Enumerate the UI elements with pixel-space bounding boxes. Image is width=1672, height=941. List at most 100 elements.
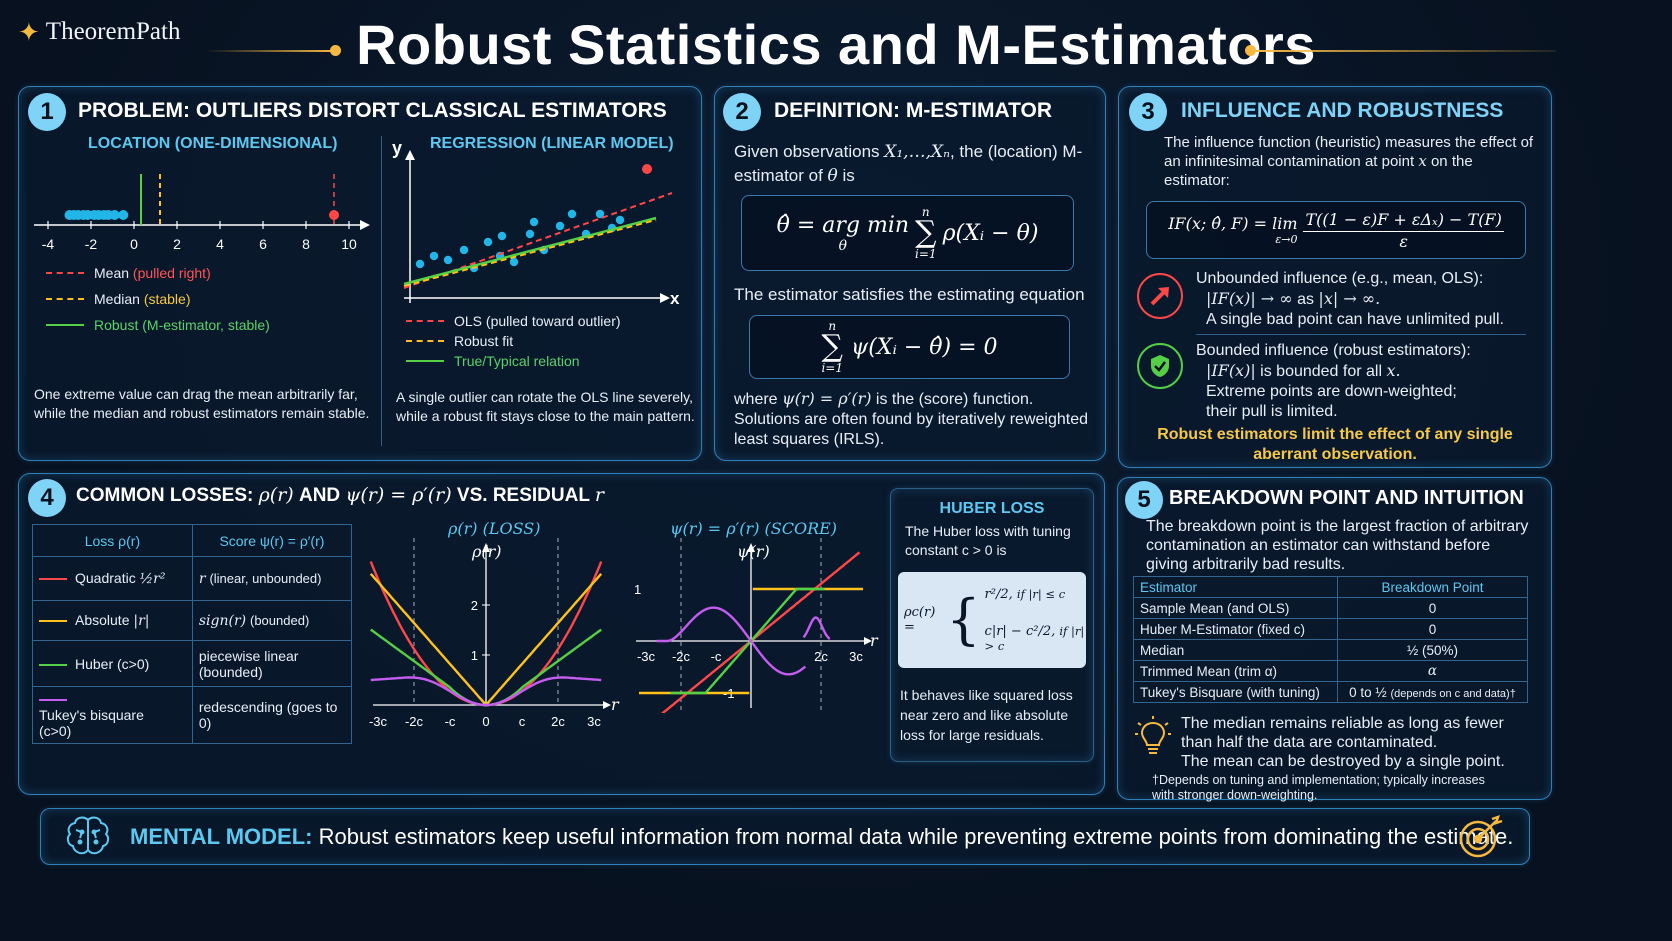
legend-median: Median (stable) <box>46 291 191 307</box>
math: i=1 <box>821 361 843 375</box>
loss-plot: ρ(r) r 1 2 -3c -2c -c 0 c 2c 3c <box>369 538 620 729</box>
loss-y-label: ρ(r) <box>471 542 502 561</box>
text: where <box>734 391 778 408</box>
breakdown-intro: The breakdown point is the largest fract… <box>1146 518 1529 573</box>
estimator-cell: Median <box>1133 639 1338 661</box>
math: T((1 − ε)F + εΔₓ) − T(F) <box>1303 210 1504 232</box>
text: on the estimator: <box>1164 153 1473 189</box>
title-rule-left <box>205 50 335 52</box>
text: Solutions are often found by iteratively… <box>734 411 1088 448</box>
table-row: Tukey's Bisquare (with tuning) 0 to ½ (de… <box>1133 681 1529 703</box>
table-header: Estimator Breakdown Point <box>1133 576 1529 598</box>
text: Quadratic <box>75 570 136 586</box>
text: Unbounded influence <box>1196 270 1348 287</box>
swatch <box>39 620 67 623</box>
fraction: T((1 − ε)F + εΔₓ) − T(F) ε <box>1303 210 1504 251</box>
breakdown-footnote: †Depends on tuning and implementation; t… <box>1152 773 1485 802</box>
r-axis-label: r <box>611 695 620 714</box>
score-plot: ψ(r)r1-1-3c -2c -c 2c 3c <box>634 538 879 713</box>
huber-formula: ρc(r) = { r²/2, if |r| ≤ c c|r| − c²/2, … <box>898 572 1086 668</box>
robust-fit-line <box>403 219 657 287</box>
ols-line <box>403 192 673 289</box>
math: r²/2, <box>984 586 1013 602</box>
text: Absolute <box>75 612 130 628</box>
panel-title: INFLUENCE AND ROBUSTNESS <box>1181 99 1504 122</box>
text: Bounded influence (robust estimators): <box>1196 342 1471 359</box>
header-score: Score ψ(r) = ρ′(r) <box>191 524 353 557</box>
math: |x| → ∞. <box>1318 289 1381 308</box>
swatch <box>39 578 67 581</box>
m-estimator-formula: θ̂ = arg min θ n ∑ i=1 ρ(Xᵢ − θ) <box>741 195 1074 271</box>
limit: IF(x; θ̂, F) = lim ε→0 <box>1168 214 1297 246</box>
data-point <box>529 217 539 227</box>
y-axis-arrow-icon <box>482 543 490 552</box>
x-axis-arrow-icon <box>864 637 872 645</box>
math: |IF(x)| <box>1206 361 1256 380</box>
legend-swatch <box>406 340 444 342</box>
bp-cell: ½ (50%) <box>1336 639 1529 661</box>
huber-intro: The Huber loss with tuning constant c > … <box>905 523 1071 558</box>
axis-tick-label: 1 <box>471 648 478 663</box>
regression-outlier <box>642 164 652 174</box>
math: θ <box>838 237 848 254</box>
header-loss: Loss ρ(r) <box>32 524 193 557</box>
x-axis-arrow-icon <box>603 701 611 709</box>
math: c|r| − c²/2, <box>984 623 1056 639</box>
estimator-cell: Trimmed Mean (trim α) <box>1133 660 1338 682</box>
math: ρ(Xᵢ − θ) <box>942 220 1039 246</box>
text: The median remains reliable as long as f… <box>1181 715 1504 751</box>
math: n <box>828 319 837 333</box>
math: sign(r) <box>198 613 247 629</box>
text: , the (location) M-estimator of <box>734 142 1083 185</box>
divider <box>1196 334 1526 335</box>
legend-robust-fit: Robust fit <box>406 333 513 349</box>
table-row: Huber M-Estimator (fixed c) 0 <box>1133 618 1529 640</box>
axis-tick-label: 1 <box>634 582 641 597</box>
math: n <box>921 205 930 219</box>
data-point <box>509 257 519 267</box>
estimating-equation: n ∑ i=1 ψ(Xᵢ − θ̂) = 0 <box>749 315 1070 379</box>
legend-label: True/Typical relation <box>454 353 580 369</box>
math: X₁,…,Xₙ <box>884 142 950 162</box>
estimator-cell: Sample Mean (and OLS) <box>1133 597 1338 619</box>
text: 0 to ½ <box>1349 684 1387 700</box>
text: (depends on c and data)† <box>1390 687 1516 700</box>
unbounded-arrow-icon <box>1137 273 1183 319</box>
panel-number-badge: 3 <box>1129 93 1167 131</box>
score-cell: r (linear, unbounded) <box>191 556 353 601</box>
axis-tick-label: -2c <box>672 649 691 664</box>
math: ρc(r) = <box>904 605 936 635</box>
table-row: Huber (c>0) piecewise linear (bounded) <box>32 640 353 687</box>
header-estimator: Estimator <box>1133 576 1338 598</box>
score-cell: sign(r) (bounded) <box>191 600 353 641</box>
text: is <box>837 166 855 185</box>
influence-function-formula: IF(x; θ̂, F) = lim ε→0 T((1 − ε)F + εΔₓ)… <box>1146 201 1526 259</box>
math: |IF(x)| → ∞ <box>1206 289 1293 308</box>
text: is the (score) function. <box>871 391 1034 408</box>
legend-note: (stable) <box>143 291 191 307</box>
bp-cell: 0 <box>1336 618 1529 640</box>
axis-tick-label: 2c <box>551 714 565 729</box>
shield-icon <box>1137 343 1183 389</box>
bp-cell: 0 <box>1336 597 1529 619</box>
location-points <box>64 210 129 220</box>
tukey-loss-curve <box>370 676 602 707</box>
text: COMMON LOSSES: <box>76 485 259 506</box>
math: ½r² <box>139 571 166 587</box>
math: ψ(r) = ρ′(r) <box>782 389 872 408</box>
axis-tick-label: 4 <box>216 236 224 252</box>
loss-table: Loss ρ(r) Score ψ(r) = ρ′(r) Quadratic ½… <box>32 524 353 744</box>
data-point <box>429 251 439 261</box>
target-icon <box>1458 815 1504 864</box>
huber-title: HUBER LOSS <box>939 500 1045 517</box>
axis-tick-label: 2 <box>471 598 478 613</box>
panel-number-badge: 5 <box>1125 481 1163 519</box>
true-line <box>403 216 657 286</box>
legend-label: Robust fit <box>454 333 514 349</box>
legend-swatch <box>406 360 444 362</box>
location-ticks: -4 -2 0 2 4 6 8 10 <box>42 221 357 252</box>
text: The influence function (heuristic) measu… <box>1164 134 1534 170</box>
score-y-label: ψ(r) <box>737 542 770 561</box>
regression-plot: y x <box>392 138 680 308</box>
x-axis-arrow-icon <box>660 293 670 303</box>
